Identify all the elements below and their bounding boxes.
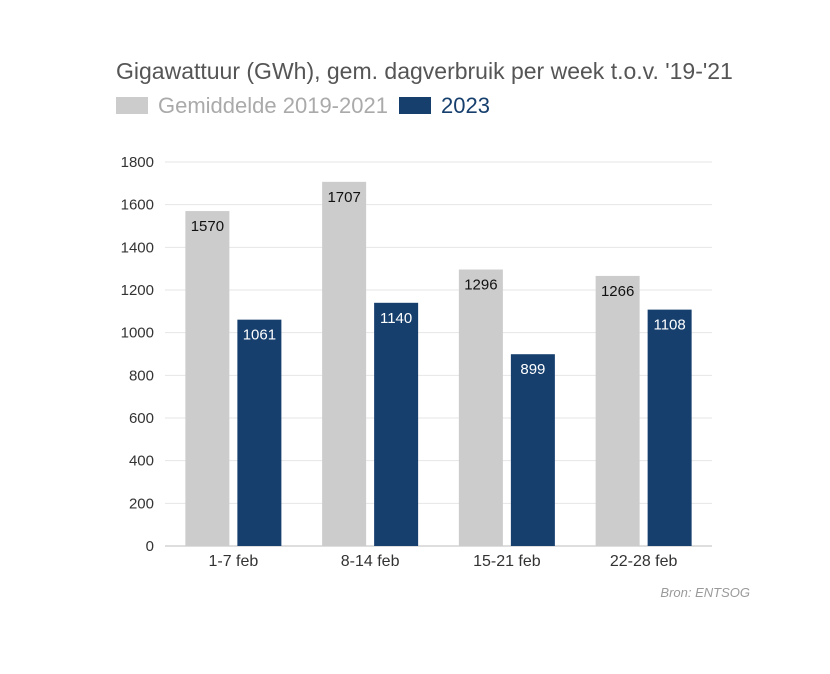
x-tick-label: 1-7 feb — [208, 553, 258, 570]
x-tick-label: 8-14 feb — [341, 553, 400, 570]
legend-label-2023: 2023 — [441, 93, 490, 118]
data-label: 1266 — [601, 283, 634, 300]
y-tick-label: 1400 — [121, 239, 154, 256]
bar-average — [458, 269, 503, 546]
y-tick-label: 1800 — [121, 154, 154, 171]
y-tick-label: 0 — [146, 538, 154, 555]
data-label: 1707 — [327, 189, 360, 206]
chart-title: Gigawattuur (GWh), gem. dagverbruik per … — [116, 58, 733, 84]
data-label: 1140 — [380, 310, 412, 327]
y-tick-label: 600 — [129, 410, 154, 427]
bar-average — [322, 181, 367, 546]
legend-swatch-2023 — [399, 97, 431, 114]
legend-label-average: Gemiddelde 2019-2021 — [158, 93, 388, 118]
source-note: Bron: ENTSOG — [660, 585, 750, 600]
bar-2023 — [374, 302, 419, 546]
data-label: 1108 — [653, 317, 685, 334]
bar-2023 — [647, 309, 692, 546]
data-label: 899 — [520, 361, 545, 378]
y-tick-label: 1000 — [121, 325, 154, 342]
data-label: 1061 — [243, 327, 276, 344]
x-tick-label: 15-21 feb — [473, 553, 541, 570]
bar-average — [185, 211, 230, 547]
bar-average — [595, 275, 640, 546]
data-label: 1570 — [191, 218, 224, 235]
bar-2023 — [510, 354, 555, 546]
y-tick-label: 1600 — [121, 197, 154, 214]
legend-swatch-average — [116, 97, 148, 114]
y-tick-label: 1200 — [121, 282, 154, 299]
data-label: 1296 — [464, 277, 497, 294]
y-tick-label: 200 — [129, 495, 154, 512]
x-tick-label: 22-28 feb — [610, 553, 678, 570]
bar-2023 — [237, 319, 282, 546]
y-tick-label: 400 — [129, 453, 154, 470]
y-tick-label: 800 — [129, 367, 154, 384]
